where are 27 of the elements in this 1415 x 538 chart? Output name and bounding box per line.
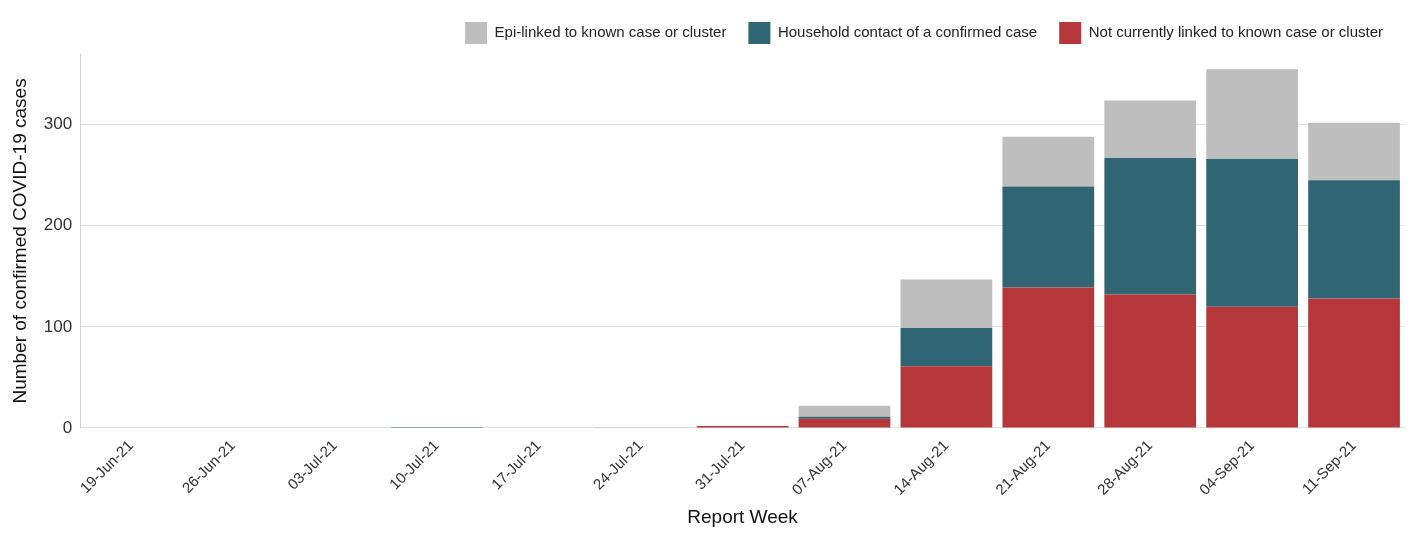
- bar: [1104, 158, 1197, 295]
- bar: [1002, 186, 1095, 288]
- bar: [900, 366, 993, 428]
- y-tick-label: 0: [62, 417, 73, 437]
- legend-label: Not currently linked to known case or cluster: [1088, 23, 1383, 41]
- legend-label: Epi-linked to known case or cluster: [494, 23, 727, 41]
- bar: [1206, 306, 1298, 428]
- x-axis-title: Report Week: [687, 505, 799, 527]
- bar: [1308, 180, 1400, 299]
- bar: [1308, 122, 1400, 181]
- bar: [1104, 100, 1197, 159]
- bar: [798, 405, 891, 417]
- y-tick-label: 300: [43, 114, 73, 134]
- y-tick-label: 100: [43, 316, 73, 336]
- bar: [798, 416, 891, 419]
- bar: [1308, 298, 1400, 428]
- y-axis-title: Number of confirmed COVID-19 cases: [8, 78, 30, 404]
- bar: [1002, 136, 1095, 187]
- bar: [1206, 159, 1298, 307]
- legend-label: Household contact of a confirmed case: [777, 23, 1038, 41]
- y-tick-label: 200: [43, 215, 73, 235]
- bar: [1104, 294, 1197, 428]
- bar: [1002, 287, 1095, 428]
- bar: [900, 327, 993, 367]
- bar: [798, 418, 891, 428]
- bar: [900, 279, 993, 328]
- bar: [1206, 69, 1298, 160]
